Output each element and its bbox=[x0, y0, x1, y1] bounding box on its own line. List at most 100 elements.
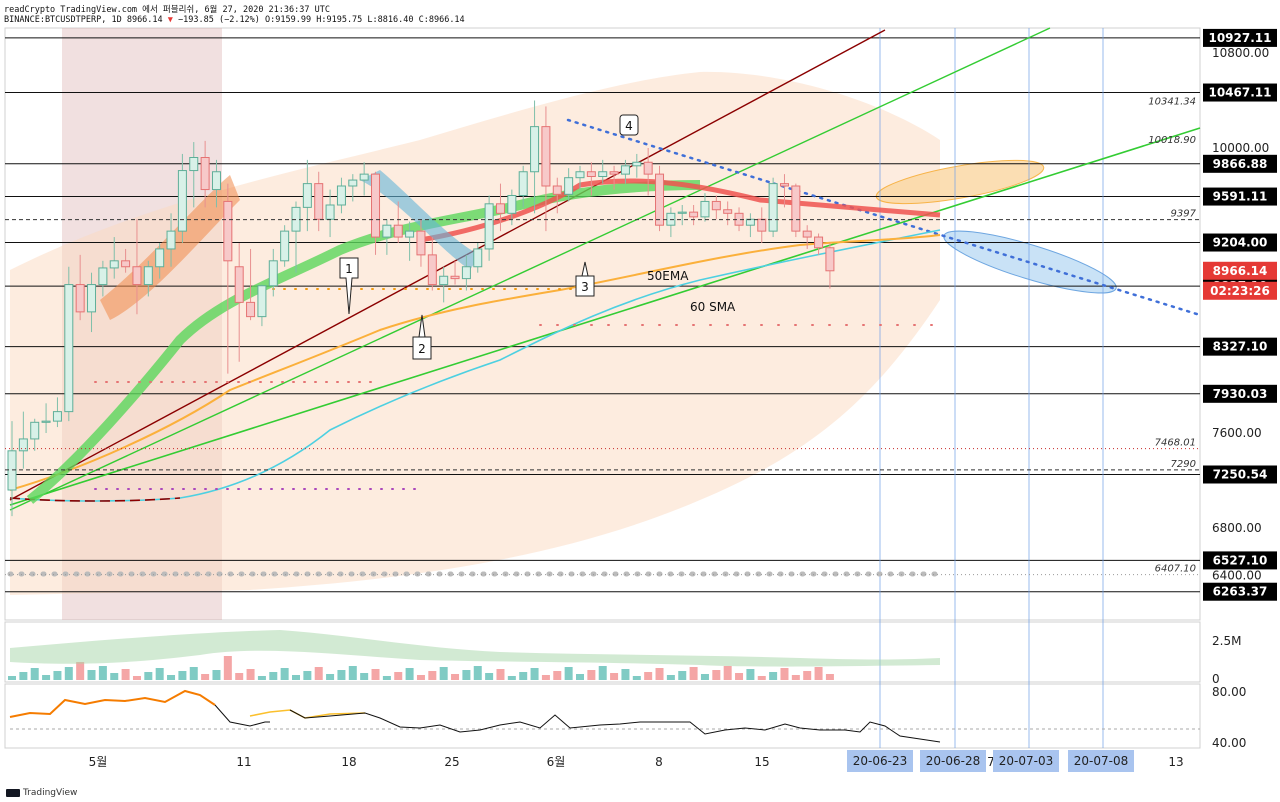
y-tick-2: 7600.00 bbox=[1212, 426, 1262, 440]
candle-29 bbox=[336, 177, 346, 214]
volume-bar-8 bbox=[98, 666, 107, 680]
volume-bar-25 bbox=[292, 675, 300, 680]
change-label: −193.85 (−2.12%) bbox=[178, 15, 260, 25]
candle-body-9 bbox=[109, 260, 119, 269]
candle-14 bbox=[166, 213, 176, 267]
candle-body-57 bbox=[655, 173, 665, 226]
candle-6 bbox=[75, 254, 85, 321]
annotation-1: 1 bbox=[339, 257, 359, 315]
volume-bar-29 bbox=[337, 670, 346, 680]
candle-body-36 bbox=[416, 230, 426, 256]
volume-bar-64 bbox=[735, 673, 744, 680]
candle-body-15 bbox=[177, 170, 187, 232]
volume-bar-21 bbox=[246, 669, 255, 680]
candle-36 bbox=[416, 219, 426, 267]
candle-body-4 bbox=[52, 411, 62, 422]
volume-bar-69 bbox=[791, 675, 800, 680]
volume-bar-61 bbox=[700, 674, 709, 680]
candle-57 bbox=[655, 165, 665, 232]
volume-bar-23 bbox=[269, 672, 278, 680]
candle-16 bbox=[189, 142, 199, 208]
candle-body-33 bbox=[382, 224, 392, 238]
volume-bar-32 bbox=[371, 669, 380, 680]
volume-bar-36 bbox=[416, 675, 425, 680]
volume-bar-48 bbox=[553, 671, 562, 680]
annotation-3-label: 3 bbox=[581, 280, 589, 294]
ema-50-line bbox=[9, 234, 941, 491]
volume-bar-59 bbox=[678, 671, 687, 680]
x-date-tag-1 bbox=[920, 750, 986, 772]
candle-48 bbox=[552, 177, 562, 214]
candle-38 bbox=[439, 266, 449, 303]
volume-bar-41 bbox=[473, 666, 482, 680]
volume-bar-5 bbox=[64, 667, 73, 680]
y-tick-3: 6800.00 bbox=[1212, 521, 1262, 535]
level-tag-label-4: 9204.00 bbox=[1213, 236, 1268, 250]
volume-axis-zero: 0 bbox=[1212, 672, 1220, 686]
volume-bar-0 bbox=[8, 676, 16, 680]
chart-header-ohlc: BINANCE:BTCUSDTPERP, 1D 8966.14 ▼ −193.8… bbox=[4, 15, 465, 25]
candle-body-68 bbox=[779, 183, 789, 187]
candle-body-42 bbox=[484, 203, 494, 250]
candle-40 bbox=[461, 254, 471, 291]
candle-body-32 bbox=[371, 173, 381, 238]
candle-body-26 bbox=[302, 183, 312, 208]
ema-annotation: 50EMA bbox=[647, 269, 689, 283]
volume-bar-56 bbox=[644, 672, 653, 680]
candle-body-55 bbox=[632, 161, 642, 167]
level-tag-label-2: 9866.88 bbox=[1213, 157, 1268, 171]
candle-22 bbox=[257, 284, 267, 327]
volume-bar-10 bbox=[121, 669, 130, 680]
candle-body-46 bbox=[530, 126, 540, 173]
volume-bar-40 bbox=[462, 670, 471, 680]
volume-bar-68 bbox=[780, 668, 789, 680]
trendline-blue-dotted bbox=[566, 118, 1202, 317]
volume-bar-12 bbox=[144, 672, 153, 680]
level-tag-label-7: 7930.03 bbox=[1213, 387, 1268, 401]
level-tag-0 bbox=[1203, 28, 1277, 47]
level-tag-label-0: 10927.11 bbox=[1208, 31, 1271, 45]
candle-body-21 bbox=[246, 301, 256, 318]
volume-bar-54 bbox=[621, 669, 630, 680]
candle-56 bbox=[643, 148, 653, 196]
candle-34 bbox=[393, 201, 403, 243]
volume-bars bbox=[8, 656, 834, 680]
candle-8 bbox=[98, 260, 108, 297]
x-date-tag-3 bbox=[1068, 750, 1134, 772]
countdown-tag bbox=[1203, 281, 1277, 300]
candle-body-6 bbox=[75, 284, 85, 313]
volume-bar-19 bbox=[223, 656, 232, 680]
candle-body-41 bbox=[473, 248, 483, 268]
candle-body-1 bbox=[18, 438, 28, 452]
candle-3 bbox=[41, 403, 51, 433]
x-date-tag-label-0: 20-06-23 bbox=[853, 754, 907, 768]
annotation-2-label: 2 bbox=[418, 342, 426, 356]
candle-body-2 bbox=[30, 421, 40, 440]
candle-42 bbox=[484, 195, 494, 261]
main-pane-frame bbox=[4, 27, 1201, 621]
candle-body-59 bbox=[677, 211, 687, 214]
volume-bar-4 bbox=[53, 671, 62, 680]
change-down-icon: ▼ bbox=[167, 15, 173, 25]
volume-bar-3 bbox=[42, 675, 51, 680]
candle-body-23 bbox=[268, 260, 278, 287]
annotation-4: 4 bbox=[619, 114, 639, 136]
tradingview-brand: TradingView bbox=[6, 788, 77, 798]
price-axis: 10927.1110467.119866.889591.119204.00883… bbox=[1203, 28, 1277, 601]
candle-33 bbox=[382, 219, 392, 255]
ribbon-green bbox=[26, 180, 701, 504]
level-tag-6 bbox=[1203, 337, 1277, 356]
candle-body-11 bbox=[132, 266, 142, 286]
oscillator-pane-frame bbox=[4, 683, 1201, 749]
volume-bar-17 bbox=[201, 674, 210, 680]
x-tick-0: 5월 bbox=[89, 755, 108, 769]
candle-21 bbox=[246, 248, 256, 321]
x-tick-2: 18 bbox=[341, 755, 356, 769]
volume-bar-50 bbox=[576, 674, 584, 680]
volume-bar-60 bbox=[689, 667, 698, 680]
candle-10 bbox=[121, 248, 131, 273]
candle-69 bbox=[791, 183, 801, 238]
candle-body-52 bbox=[598, 171, 608, 177]
candle-body-17 bbox=[200, 157, 210, 191]
